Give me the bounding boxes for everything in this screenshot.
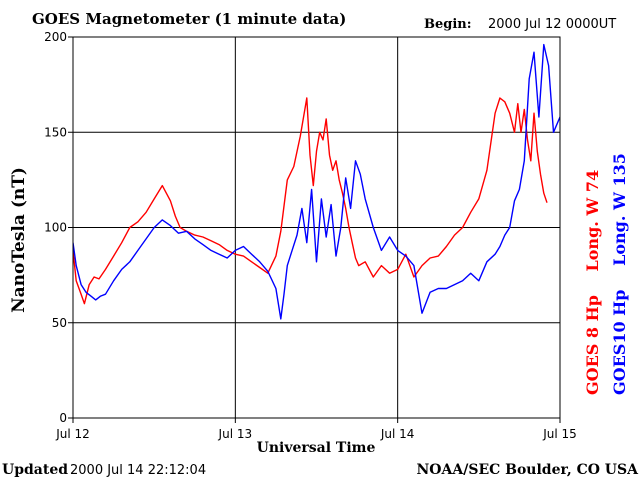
legend-goes10-long: Long. W 135 — [610, 153, 629, 266]
updated-value: 2000 Jul 14 22:12:04 — [70, 463, 206, 478]
legend-goes8-name: GOES 8 Hp — [583, 295, 602, 395]
legend-goes8-long: Long. W 74 — [583, 170, 602, 272]
footer-credit: NOAA/SEC Boulder, CO USA — [417, 462, 640, 478]
series-goes8-line — [73, 97, 548, 305]
x-tick-label: Jul 14 — [380, 427, 415, 441]
y-tick-label: 0 — [59, 411, 67, 425]
x-tick-label: Jul 12 — [55, 427, 90, 441]
legend: GOES 8 Hp Long. W 74 GOES10 Hp Long. W 1… — [583, 153, 629, 395]
legend-goes8: GOES 8 Hp Long. W 74 — [583, 170, 602, 395]
y-axis-title: NanoTesla (nT) — [9, 167, 29, 313]
series-goes10-line — [73, 43, 560, 320]
begin-value: 2000 Jul 12 0000UT — [488, 17, 616, 32]
x-tick-label: Jul 15 — [542, 427, 577, 441]
series-layer — [73, 43, 560, 320]
begin-label: Begin: — [424, 17, 472, 32]
chart-title: GOES Magnetometer (1 minute data) — [32, 10, 346, 28]
y-tick-label: 50 — [52, 316, 67, 330]
legend-goes10: GOES10 Hp Long. W 135 — [610, 153, 629, 395]
legend-goes10-name: GOES10 Hp — [610, 290, 629, 396]
y-tick-label: 200 — [44, 30, 67, 44]
x-axis: Jul 12 Jul 13 Jul 14 Jul 15 — [55, 418, 577, 441]
y-tick-label: 100 — [44, 221, 67, 235]
y-tick-label: 150 — [44, 125, 67, 139]
y-axis: 0 50 100 150 200 — [44, 30, 73, 425]
grid-lines — [73, 37, 560, 418]
x-axis-title: Universal Time — [257, 440, 376, 456]
plot-area — [72, 36, 561, 419]
x-tick-label: Jul 13 — [218, 427, 253, 441]
updated-label: Updated — [2, 462, 68, 478]
